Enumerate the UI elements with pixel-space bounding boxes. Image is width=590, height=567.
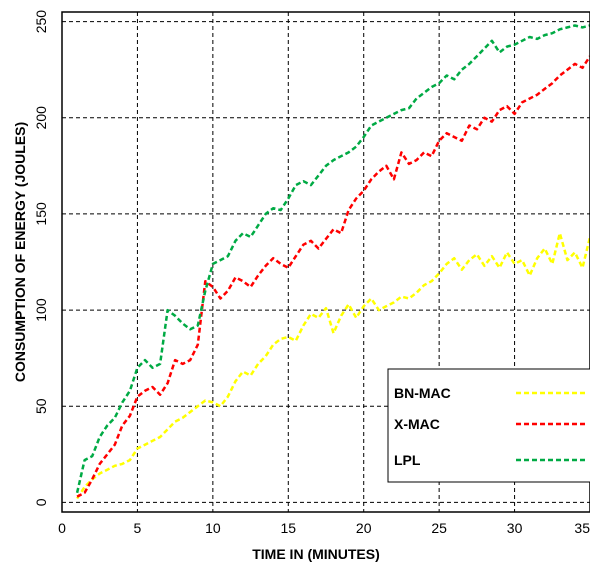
legend-label-x-mac: X-MAC <box>394 416 440 432</box>
series-lines <box>75 24 590 500</box>
x-tick-label: 10 <box>205 520 221 536</box>
x-tick-label: 35 <box>574 520 590 536</box>
x-tick-label: 30 <box>507 520 523 536</box>
x-tick-labels: 0 5 10 15 20 25 30 35 <box>58 520 590 536</box>
x-tick-label: 0 <box>58 520 66 536</box>
legend: BN-MAC X-MAC LPL <box>387 368 590 483</box>
series-line-bn-mac <box>76 231 590 500</box>
x-tick-label: 15 <box>280 520 296 536</box>
y-tick-label: 250 <box>33 10 49 34</box>
y-axis-label: CONSUMPTION OF ENERGY (JOULES) <box>12 122 28 382</box>
legend-box <box>387 368 590 483</box>
x-axis-label: TIME IN (MINUTES) <box>252 546 380 562</box>
plot-frame <box>61 11 590 513</box>
series-line-x-mac <box>76 55 590 498</box>
y-tick-labels: 0 50 100 150 200 250 <box>33 10 49 507</box>
y-tick-label: 100 <box>33 298 49 322</box>
y-tick-label: 0 <box>33 498 49 506</box>
series-line-lpl <box>75 24 590 494</box>
x-tick-label: 25 <box>431 520 447 536</box>
legend-label-bn-mac: BN-MAC <box>394 385 451 401</box>
legend-label-lpl: LPL <box>394 452 421 468</box>
x-tick-label: 5 <box>134 520 142 536</box>
y-tick-label: 200 <box>33 106 49 130</box>
y-tick-label: 150 <box>33 202 49 226</box>
x-tick-label: 20 <box>356 520 372 536</box>
y-tick-label: 50 <box>33 398 49 414</box>
